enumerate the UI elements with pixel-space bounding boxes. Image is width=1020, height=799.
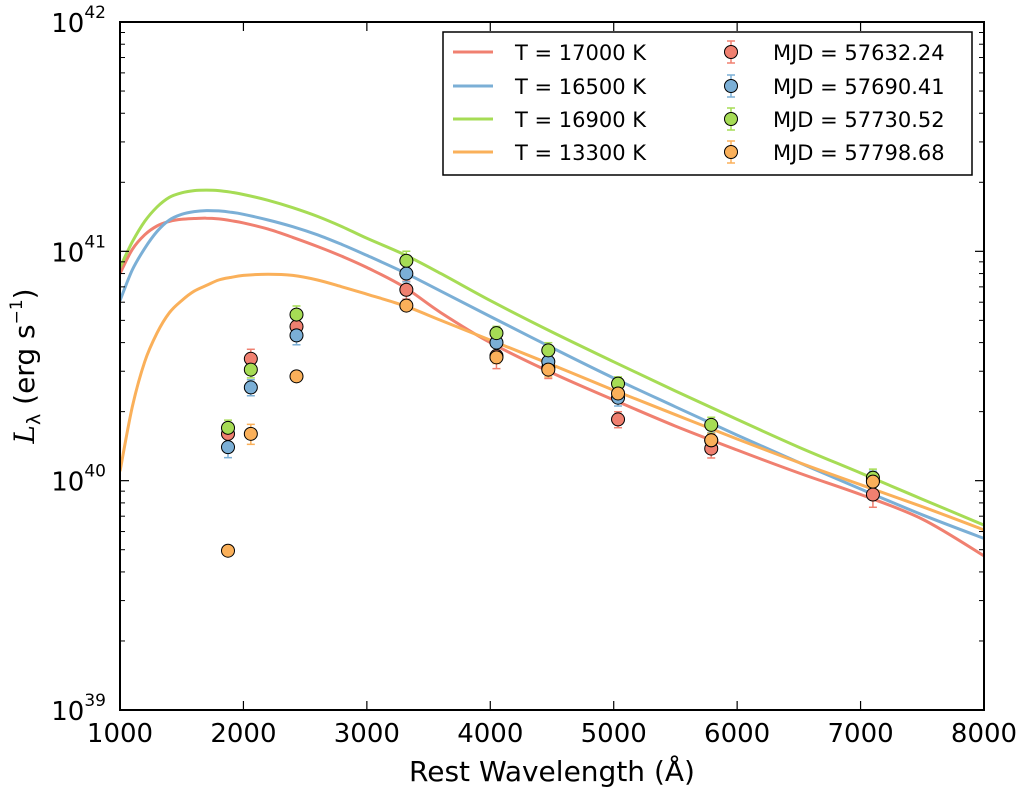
y-tick-exponent: 40 (84, 462, 106, 482)
legend-curve-label: T = 16900 K (514, 108, 647, 132)
data-point-4 (221, 543, 235, 558)
x-tick-label: 6000 (704, 719, 770, 749)
data-point-1 (865, 487, 880, 502)
legend-observation-label: MJD = 57798.68 (773, 141, 945, 165)
y-tick-exponent: 42 (84, 3, 106, 23)
data-point-4 (865, 474, 880, 489)
data-point-2 (289, 328, 304, 343)
model-curve-1 (120, 216, 984, 558)
data-point-3 (399, 253, 414, 268)
data-point-4 (289, 369, 304, 384)
data-point-3 (541, 343, 556, 358)
y-axis-subscript: λ (23, 414, 45, 425)
x-tick-label: 4000 (457, 719, 523, 749)
x-tick-label: 7000 (827, 719, 893, 749)
x-tick-label: 5000 (581, 719, 647, 749)
x-tick-label: 2000 (210, 719, 276, 749)
y-axis-unit-exponent: −1 (7, 299, 27, 324)
legend-marker-4 (724, 145, 738, 159)
data-point-4 (611, 386, 626, 401)
data-point-4 (704, 433, 719, 448)
y-tick-base: 10 (51, 697, 84, 727)
plot-frame (119, 21, 985, 711)
legend-observation-label: MJD = 57632.24 (773, 41, 945, 65)
legend-marker-1 (724, 45, 738, 59)
data-point-3 (289, 307, 304, 322)
data-point-4 (541, 362, 556, 377)
x-tick-labels: 1000 2000 3000 4000 5000 6000 7000 8000 (87, 719, 1017, 749)
y-tick-exponent: 39 (84, 691, 106, 711)
x-tick-label: 8000 (951, 719, 1017, 749)
model-curve-3 (120, 188, 984, 527)
data-point-3 (704, 417, 719, 432)
y-tick-label: 1042 (51, 3, 106, 39)
y-axis-symbol: L (8, 425, 41, 445)
data-point-2 (243, 380, 258, 395)
legend-observation-label: MJD = 57690.41 (773, 75, 945, 99)
x-axis-title: Rest Wavelength (Å) (409, 754, 695, 788)
y-tick-base: 10 (51, 9, 84, 39)
y-tick-label: 1040 (51, 462, 106, 498)
x-tick-label: 3000 (334, 719, 400, 749)
x-tick-label: 1000 (87, 719, 153, 749)
legend-marker-2 (724, 79, 738, 93)
model-curve-4 (120, 272, 984, 532)
data-point-2 (221, 440, 235, 455)
legend-curve-label: T = 17000 K (514, 41, 647, 65)
legend-box (442, 31, 973, 176)
data-point-3 (221, 420, 235, 435)
y-axis-unit-close: ) (8, 288, 41, 299)
model-curve-2 (120, 209, 984, 540)
model-curves (120, 188, 984, 558)
legend-curve-label: T = 13300 K (514, 141, 647, 165)
legend-curve-label: T = 16500 K (514, 75, 647, 99)
data-point-1 (611, 412, 626, 427)
data-point-4 (489, 350, 504, 365)
legend: T = 17000 K T = 16500 K T = 16900 K T = 133… (442, 31, 973, 176)
data-point-3 (489, 326, 504, 341)
y-tick-label: 1039 (51, 691, 106, 727)
y-axis-unit: (erg s (8, 324, 41, 413)
data-points (221, 253, 880, 558)
y-tick-exponent: 41 (84, 232, 106, 252)
y-tick-base: 10 (51, 468, 84, 498)
legend-marker-3 (724, 112, 738, 126)
data-point-4 (243, 426, 258, 441)
data-point-2 (399, 266, 414, 281)
data-point-4 (399, 298, 414, 313)
data-point-3 (243, 362, 258, 377)
legend-entries: T = 17000 K T = 16500 K T = 16900 K T = 133… (453, 40, 945, 165)
y-tick-base: 10 (51, 238, 84, 268)
y-tick-label: 1041 (51, 232, 106, 268)
legend-observation-label: MJD = 57730.52 (773, 108, 945, 132)
y-axis-title: Lλ (erg s−1) (7, 288, 45, 444)
data-point-1 (399, 282, 414, 297)
